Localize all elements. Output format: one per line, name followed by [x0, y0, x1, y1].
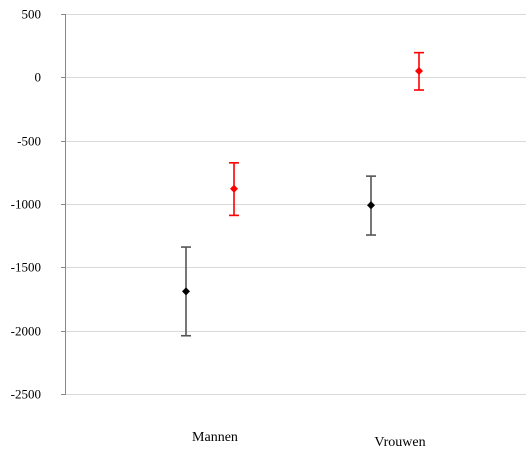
data-point-marker	[230, 184, 238, 193]
y-tick-label: -2000	[11, 324, 41, 339]
y-tick-label: -500	[17, 134, 41, 149]
x-category-label: Vrouwen	[374, 435, 425, 450]
data-point-marker	[367, 201, 375, 210]
y-tick-label: -2500	[11, 387, 41, 402]
data-point-marker	[415, 67, 423, 75]
x-category-label: Mannen	[192, 430, 238, 445]
y-tick-label: 500	[22, 7, 42, 22]
y-tick-label: -1000	[11, 197, 41, 212]
y-tick-label: 0	[35, 70, 42, 85]
data-point-marker	[182, 287, 190, 296]
y-tick-label: -1500	[11, 260, 41, 275]
